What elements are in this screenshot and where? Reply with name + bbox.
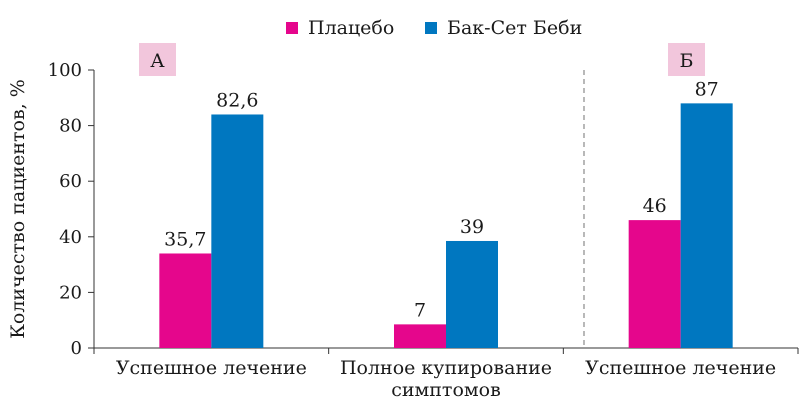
y-tick-label: 60 bbox=[59, 171, 82, 192]
y-tick-label: 100 bbox=[48, 60, 82, 81]
bar-labels: 35,7 7 46 82,6 39 87 bbox=[164, 78, 719, 321]
bar-value-label: 39 bbox=[460, 216, 484, 238]
bar-value-label: 87 bbox=[695, 78, 719, 100]
panel-a-badge bbox=[139, 43, 176, 76]
bar-placebo-2 bbox=[628, 220, 681, 348]
x-category-label: Успешное лечение bbox=[585, 357, 776, 379]
bar-value-label: 46 bbox=[643, 195, 667, 217]
bar-value-label: 82,6 bbox=[216, 89, 258, 111]
y-tick-label: 40 bbox=[59, 227, 82, 248]
bar-bak-set-2 bbox=[680, 103, 733, 348]
bar-placebo-1 bbox=[394, 324, 446, 348]
bar-placebo-0 bbox=[159, 253, 212, 348]
bars bbox=[159, 103, 733, 348]
legend-swatch-bak-set bbox=[425, 22, 437, 34]
panel-b-badge bbox=[668, 43, 705, 76]
y-tick-label: 80 bbox=[59, 116, 82, 137]
y-tick-label: 0 bbox=[71, 338, 82, 359]
y-tick-label: 20 bbox=[59, 282, 82, 303]
legend-swatch-placebo bbox=[286, 22, 298, 34]
legend-label-placebo: Плацебо bbox=[308, 17, 394, 39]
bar-value-label: 35,7 bbox=[164, 228, 206, 250]
x-ticks: Успешное лечение Полное купирование симпто… bbox=[93, 348, 799, 401]
y-axis-title: Количество пациентов, % bbox=[7, 79, 29, 339]
panel-a-label: А bbox=[150, 50, 165, 72]
x-category-label: Полное купирование симптомов bbox=[340, 357, 552, 401]
legend-label-bak-set: Бак-Сет Беби bbox=[447, 17, 582, 39]
bar-value-label: 7 bbox=[414, 299, 426, 321]
x-category-label: Успешное лечение bbox=[116, 357, 307, 379]
bar-bak-set-1 bbox=[446, 240, 498, 348]
panel-b-label: Б bbox=[680, 50, 694, 72]
legend: Плацебо Бак-Сет Беби bbox=[286, 17, 582, 39]
y-ticks: 0 20 40 60 80 100 bbox=[48, 60, 94, 359]
bar-bak-set-0 bbox=[211, 114, 264, 348]
